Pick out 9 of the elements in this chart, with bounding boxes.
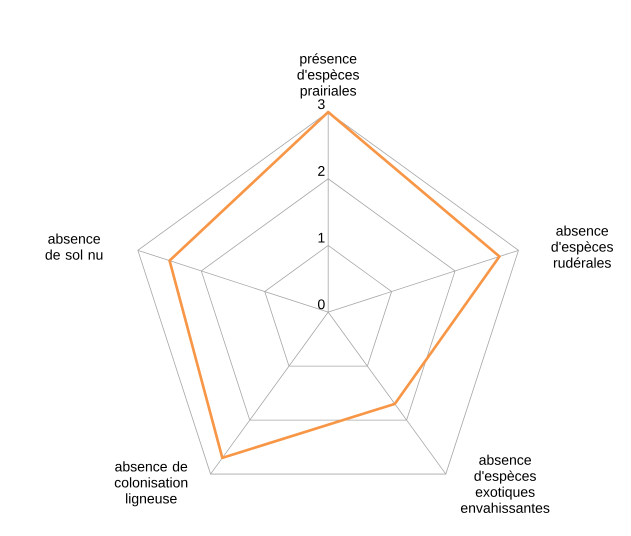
spoke-label: absence d'espèces rudérales bbox=[551, 225, 613, 268]
spoke-label: absence d'espèces exotiques envahissantes bbox=[460, 454, 550, 513]
spoke-label: absence de sol nu bbox=[46, 233, 102, 260]
y-tick-label: 1 bbox=[318, 232, 325, 242]
y-tick-label: 0 bbox=[318, 299, 325, 310]
spoke-label: absence de colonisation ligneuse bbox=[114, 461, 188, 506]
y-tick-label: 3 bbox=[318, 99, 325, 109]
y-tick-label: 2 bbox=[318, 166, 325, 176]
spoke-label: présence d'espèces prairiales bbox=[297, 53, 359, 98]
